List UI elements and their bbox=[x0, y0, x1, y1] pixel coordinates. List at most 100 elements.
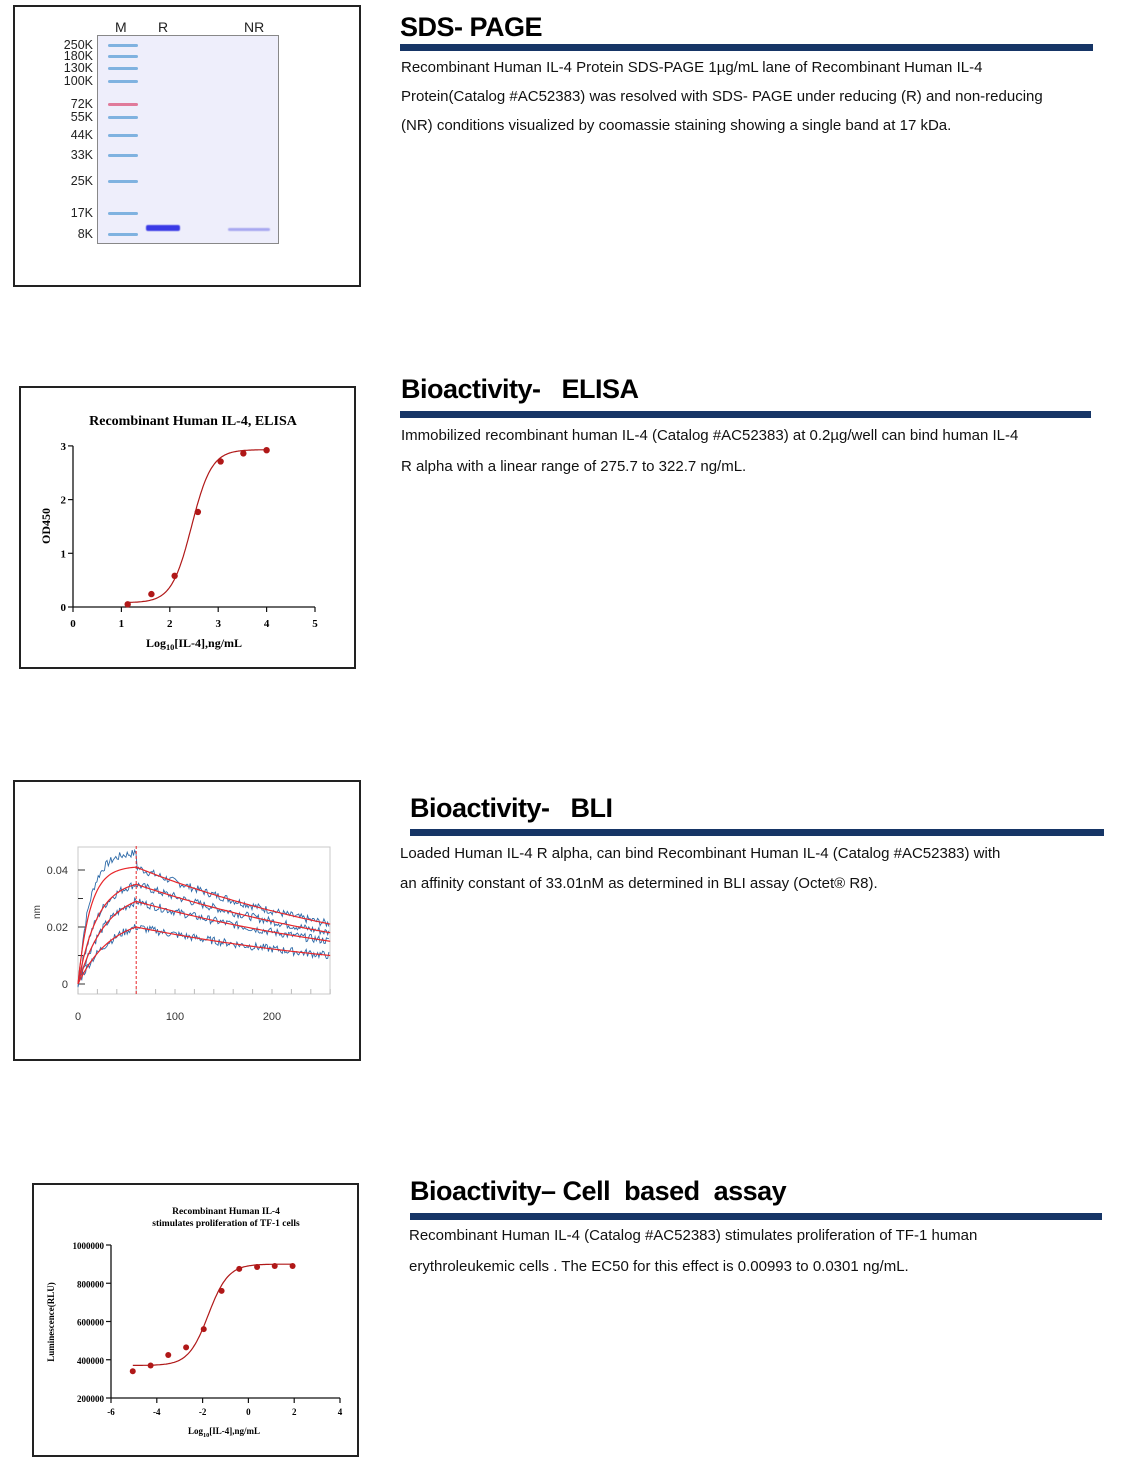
cell-assay-description: Recombinant Human IL-4 (Catalog #AC52383… bbox=[409, 1220, 977, 1282]
x-tick-label: 4 bbox=[264, 618, 270, 630]
x-axis-label: Log10[IL-4],ng/mL bbox=[146, 636, 242, 652]
data-point bbox=[218, 1287, 225, 1294]
ladder-band bbox=[108, 233, 138, 236]
description-line: Immobilized recombinant human IL-4 (Cata… bbox=[401, 427, 1019, 444]
lane-label-nr: NR bbox=[244, 19, 265, 35]
raw-trace bbox=[77, 896, 330, 988]
y-axis-label: nm bbox=[32, 905, 43, 919]
data-point bbox=[263, 446, 270, 454]
description-line: R alpha with a linear range of 275.7 to … bbox=[401, 458, 747, 475]
marker-label: 33K bbox=[70, 148, 93, 162]
data-point bbox=[240, 450, 247, 457]
ladder-band bbox=[108, 212, 138, 215]
elisa-figure: Recombinant Human IL-4, ELISA 0 1 2 3 4 5 0 1 2 3 O… bbox=[19, 386, 356, 669]
description-line: erythroleukemic cells . The EC50 for thi… bbox=[409, 1258, 909, 1275]
y-tick-label: 800000 bbox=[77, 1279, 105, 1289]
x-tick-label: 4 bbox=[338, 1407, 343, 1417]
data-point bbox=[217, 458, 224, 465]
elisa-description: Immobilized recombinant human IL-4 (Cata… bbox=[401, 420, 1018, 482]
x-tick-label: 2 bbox=[167, 618, 173, 630]
y-tick-label: 0.02 bbox=[47, 922, 68, 934]
section-title-cell-assay: Bioactivity– Cell based assay bbox=[410, 1176, 787, 1206]
marker-label: 100K bbox=[63, 74, 93, 88]
y-tick-label: 200000 bbox=[77, 1394, 105, 1404]
chart-title: stimulates proliferation of TF-1 cells bbox=[152, 1219, 300, 1229]
marker-label: 250K bbox=[63, 38, 93, 52]
y-tick-label: 1 bbox=[61, 548, 67, 560]
band-non-reduced bbox=[228, 228, 270, 231]
marker-label: 55K bbox=[70, 110, 93, 124]
data-point bbox=[289, 1263, 296, 1270]
ladder-band bbox=[108, 103, 138, 106]
x-tick-label: -4 bbox=[153, 1407, 161, 1417]
y-tick-label: 1000000 bbox=[73, 1241, 105, 1251]
fit-curve bbox=[77, 883, 331, 985]
fit-curve bbox=[77, 926, 331, 985]
ladder-band bbox=[108, 154, 138, 157]
lane-label-m: M bbox=[115, 19, 127, 35]
x-tick-label: 100 bbox=[166, 1011, 184, 1023]
data-point bbox=[183, 1344, 190, 1351]
fit-curve bbox=[132, 1263, 293, 1366]
marker-label: 8K bbox=[77, 227, 93, 241]
plot-frame bbox=[77, 846, 331, 995]
y-axis-label: Luminescence(RLU) bbox=[46, 1282, 56, 1362]
x-tick-label: -2 bbox=[199, 1407, 207, 1417]
ladder-band bbox=[108, 80, 138, 83]
cell-assay-figure: Recombinant Human IL-4 stimulates prolife… bbox=[32, 1183, 359, 1457]
ladder-band bbox=[108, 180, 138, 183]
section-divider bbox=[400, 411, 1091, 418]
marker-label: 25K bbox=[70, 174, 93, 188]
y-tick-label: 600000 bbox=[77, 1318, 105, 1328]
marker-label: 180K bbox=[63, 49, 93, 63]
x-tick-label: -6 bbox=[107, 1407, 115, 1417]
fit-curve bbox=[127, 449, 267, 603]
y-tick-label: 2 bbox=[61, 495, 67, 507]
fit-curve bbox=[77, 900, 331, 985]
x-tick-label: 0 bbox=[246, 1407, 251, 1417]
y-tick-label: 0 bbox=[61, 602, 67, 614]
marker-label: 44K bbox=[70, 128, 93, 142]
section-title-bli: Bioactivity- BLI bbox=[410, 793, 613, 823]
bli-description: Loaded Human IL-4 R alpha, can bind Reco… bbox=[400, 839, 1000, 899]
y-tick-label: 3 bbox=[61, 441, 67, 453]
section-title-sds-page: SDS- PAGE bbox=[400, 12, 543, 42]
section-title-elisa: Bioactivity- ELISA bbox=[401, 374, 639, 404]
data-point bbox=[271, 1263, 278, 1270]
description-line: Recombinant Human IL-4 Protein SDS-PAGE … bbox=[401, 59, 983, 76]
x-tick-label: 1 bbox=[119, 618, 125, 630]
fit-curve bbox=[77, 866, 331, 985]
y-tick-label: 0.04 bbox=[47, 865, 68, 877]
x-tick-label: 200 bbox=[263, 1011, 281, 1023]
marker-label: 72K bbox=[70, 97, 93, 111]
x-tick-label: 5 bbox=[312, 618, 318, 630]
band-reduced bbox=[146, 225, 180, 231]
section-divider bbox=[410, 829, 1104, 836]
data-point bbox=[171, 572, 178, 580]
bli-figure: 0 100 200 0 0.02 0.04 nm bbox=[13, 780, 361, 1061]
data-point bbox=[147, 1362, 154, 1369]
data-point bbox=[165, 1351, 172, 1358]
chart-title: Recombinant Human IL-4 bbox=[172, 1207, 280, 1217]
ladder-band bbox=[108, 134, 138, 137]
marker-label: 130K bbox=[63, 61, 93, 75]
section-divider bbox=[410, 1213, 1102, 1220]
x-tick-label: 0 bbox=[75, 1011, 81, 1023]
y-axis-label: OD450 bbox=[39, 508, 53, 544]
data-point bbox=[129, 1368, 136, 1375]
x-axis-label: Log10[IL-4],ng/mL bbox=[188, 1426, 260, 1439]
data-point bbox=[200, 1326, 207, 1333]
data-point bbox=[148, 590, 155, 598]
sds-page-description: Recombinant Human IL-4 Protein SDS-PAGE … bbox=[401, 53, 1043, 140]
data-point bbox=[194, 508, 202, 516]
raw-trace bbox=[77, 848, 330, 985]
x-tick-label: 2 bbox=[292, 1407, 297, 1417]
ladder-band bbox=[108, 67, 138, 70]
y-tick-label: 400000 bbox=[77, 1356, 105, 1366]
x-tick-label: 3 bbox=[215, 618, 221, 630]
lane-label-r: R bbox=[158, 19, 169, 35]
y-tick-label: 0 bbox=[62, 979, 68, 991]
ladder-band bbox=[108, 44, 138, 47]
gel-image bbox=[97, 35, 279, 244]
description-line: Loaded Human IL-4 R alpha, can bind Reco… bbox=[400, 845, 1001, 862]
